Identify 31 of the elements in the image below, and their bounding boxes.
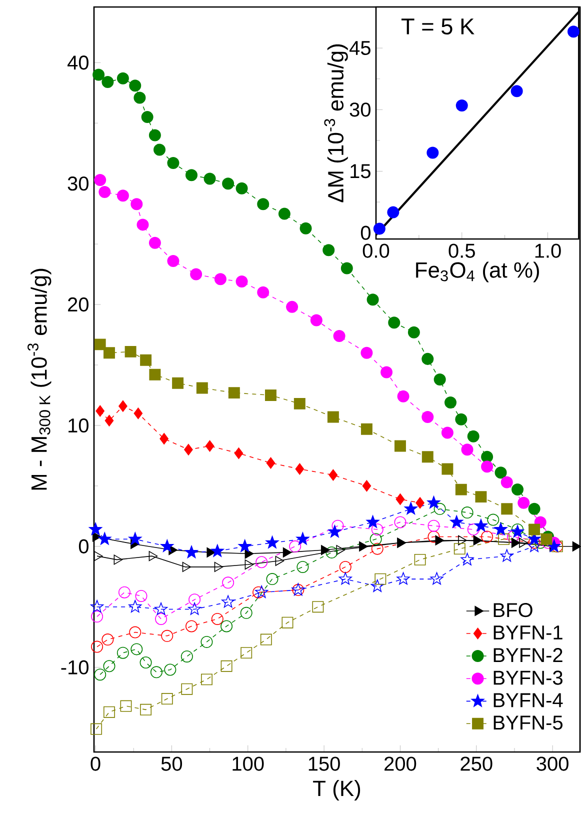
x-axis-title: Fe$_{3}$O$_{4}$ (at %): [416, 262, 539, 282]
annotation: T = 5 K: [401, 18, 474, 34]
y-axis-title: ΔM (10$^{-3}$ emu/g): [324, 44, 348, 202]
y-tick-label: 30: [350, 102, 370, 117]
y-axis-title: M - M$_{300 K}$ (10$^{-3}$ emu/g): [28, 268, 52, 490]
y-tick-label: 0: [360, 226, 370, 240]
legend-label: BYFN-5: [494, 716, 563, 730]
y-tick-label: 10: [68, 418, 88, 433]
y-tick-label: 40: [68, 56, 88, 70]
x-tick-label: 1.0: [535, 244, 561, 258]
x-axis-title: T (K): [313, 780, 360, 801]
legend-label: BYFN-1: [494, 626, 562, 640]
y-tick-label: 20: [68, 297, 88, 312]
y-tick-label: -10: [61, 660, 88, 674]
legend-label: BYFN-2: [494, 648, 562, 662]
legend-label: BYFN-3: [494, 670, 562, 685]
y-tick-label: 30: [68, 176, 88, 191]
x-tick-label: 0.0: [362, 244, 390, 258]
x-tick-label: 300: [536, 756, 568, 771]
x-tick-label: 0: [90, 756, 100, 771]
y-tick-label: 45: [350, 41, 370, 56]
x-tick-label: 200: [384, 756, 416, 771]
x-tick-label: 0.5: [448, 244, 475, 258]
x-tick-label: 50: [161, 756, 182, 771]
x-tick-label: 250: [460, 756, 492, 771]
legend-label: BFO: [494, 602, 532, 618]
x-tick-label: 100: [232, 756, 264, 771]
y-tick-label: 15: [350, 164, 370, 178]
legend-label: BYFN-4: [494, 693, 563, 708]
y-tick-label: 0: [78, 539, 88, 554]
x-tick-label: 150: [308, 756, 340, 771]
